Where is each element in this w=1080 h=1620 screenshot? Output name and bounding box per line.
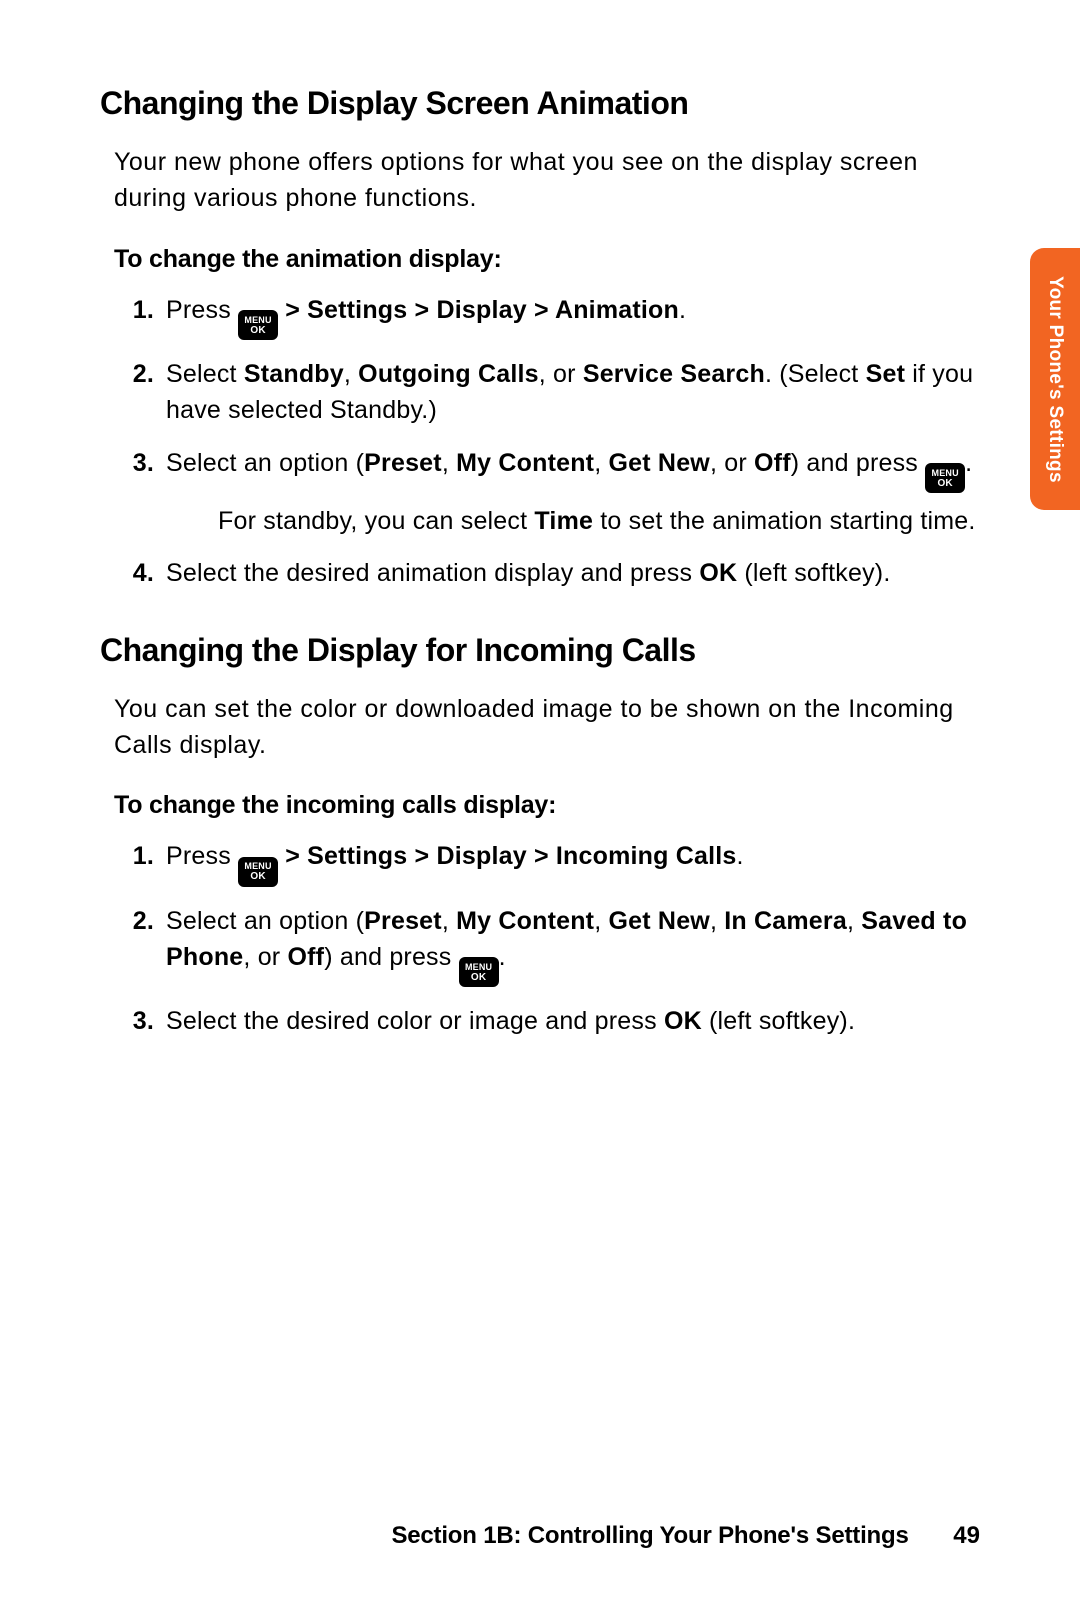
step-text: Select Standby, Outgoing Calls, or Servi… bbox=[166, 360, 973, 424]
step-text: Press MENUOK > Settings > Display > Anim… bbox=[166, 296, 686, 324]
menu-ok-icon: MENUOK bbox=[459, 957, 499, 987]
footer-section-label: Section 1B: Controlling Your Phone's Set… bbox=[391, 1522, 908, 1549]
side-tab: Your Phone's Settings bbox=[1030, 248, 1080, 510]
step-text: Press MENUOK > Settings > Display > Inco… bbox=[166, 842, 744, 870]
s2-step3: 3. Select the desired color or image and… bbox=[114, 1003, 980, 1039]
section1-intro: Your new phone offers options for what y… bbox=[114, 144, 980, 217]
step-text: Select an option (Preset, My Content, Ge… bbox=[166, 907, 967, 971]
s2-step1: 1. Press MENUOK > Settings > Display > I… bbox=[114, 838, 980, 887]
s1-step4: 4. Select the desired animation display … bbox=[114, 555, 980, 591]
step-number: 1. bbox=[114, 838, 154, 874]
section1-steps: 1. Press MENUOK > Settings > Display > A… bbox=[114, 292, 980, 592]
side-tab-text: Your Phone's Settings bbox=[1044, 276, 1066, 483]
s2-step2: 2. Select an option (Preset, My Content,… bbox=[114, 903, 980, 988]
s1-step2: 2. Select Standby, Outgoing Calls, or Se… bbox=[114, 356, 980, 429]
step-number: 3. bbox=[114, 1003, 154, 1039]
menu-ok-icon: MENUOK bbox=[925, 463, 965, 493]
section1-title: Changing the Display Screen Animation bbox=[100, 85, 980, 122]
section2-subhead: To change the incoming calls display: bbox=[114, 791, 980, 820]
section1-subhead: To change the animation display: bbox=[114, 245, 980, 274]
step-number: 1. bbox=[114, 292, 154, 328]
step-text: Select an option (Preset, My Content, Ge… bbox=[166, 449, 972, 477]
step-text: Select the desired color or image and pr… bbox=[166, 1007, 855, 1035]
section2-title: Changing the Display for Incoming Calls bbox=[100, 632, 980, 669]
section2-steps: 1. Press MENUOK > Settings > Display > I… bbox=[114, 838, 980, 1040]
page-footer: Section 1B: Controlling Your Phone's Set… bbox=[391, 1522, 980, 1550]
step-number: 4. bbox=[114, 555, 154, 591]
menu-ok-icon: MENUOK bbox=[238, 857, 278, 887]
section2-intro: You can set the color or downloaded imag… bbox=[114, 691, 980, 764]
step-number: 3. bbox=[114, 445, 154, 481]
footer-page-number: 49 bbox=[953, 1522, 980, 1549]
s1-step3-sub: For standby, you can select Time to set … bbox=[218, 503, 980, 539]
step-number: 2. bbox=[114, 356, 154, 392]
step-text: Select the desired animation display and… bbox=[166, 559, 890, 587]
s1-step3: 3. Select an option (Preset, My Content,… bbox=[114, 445, 980, 540]
s1-step1: 1. Press MENUOK > Settings > Display > A… bbox=[114, 292, 980, 341]
menu-ok-icon: MENUOK bbox=[238, 310, 278, 340]
page-content: Changing the Display Screen Animation Yo… bbox=[100, 85, 980, 1040]
step-number: 2. bbox=[114, 903, 154, 939]
